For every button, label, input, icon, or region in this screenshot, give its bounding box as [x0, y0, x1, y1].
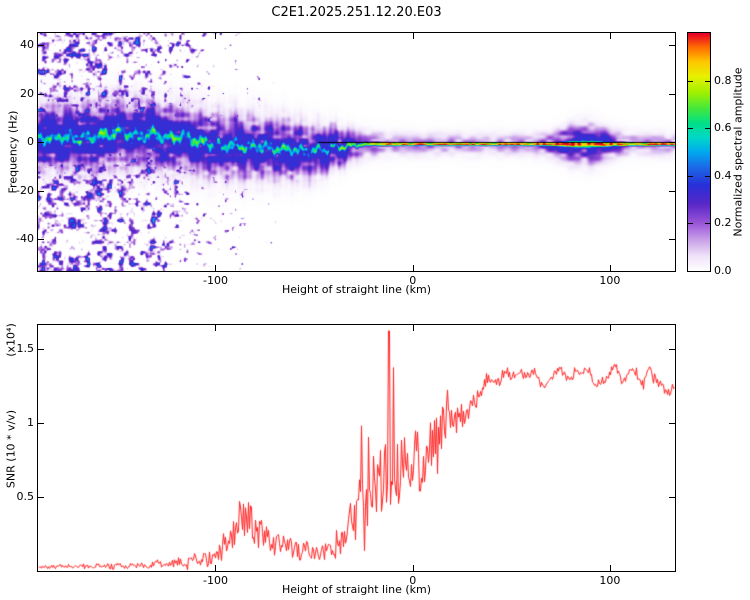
y-tick [38, 496, 44, 498]
colorbar-tick-label: 0.0 [714, 264, 732, 277]
y-tick [38, 348, 44, 350]
y-tick [38, 142, 44, 144]
colorbar-tick-mirror [688, 128, 693, 130]
x-tick [215, 565, 217, 571]
x-tick [412, 265, 414, 271]
colorbar-tick [705, 128, 710, 130]
x-tick-label: 0 [409, 574, 417, 587]
x-tick [412, 565, 414, 571]
y-tick-mirror [669, 422, 675, 424]
y-tick-label: 20 [20, 86, 34, 100]
colorbar-tick [705, 175, 710, 177]
y-tick-mirror [669, 93, 675, 95]
colorbar-tick-mirror [688, 223, 693, 225]
x-tick [215, 265, 217, 271]
x-tick-label: 0 [409, 274, 417, 287]
colorbar-tick-label: 0.2 [714, 216, 732, 230]
y-tick [38, 422, 44, 424]
x-tick-label: 100 [599, 274, 621, 287]
x-tick-mirror [609, 33, 611, 39]
spectrogram-canvas [38, 33, 675, 271]
colorbar [687, 32, 711, 272]
colorbar-tick-mirror [688, 80, 693, 82]
y-tick-mirror [669, 496, 675, 498]
spectrogram-xlabel: Height of straight line (km) [281, 283, 432, 296]
y-tick-mirror [669, 142, 675, 144]
snr-panel [37, 324, 676, 572]
y-tick-label: -40 [16, 232, 34, 246]
snr-xlabel: Height of straight line (km) [281, 583, 432, 596]
x-tick-label: 100 [599, 574, 621, 587]
y-tick-mirror [669, 45, 675, 47]
x-tick [609, 565, 611, 571]
x-tick-label: -100 [203, 574, 228, 587]
x-tick-mirror [609, 325, 611, 331]
spectrogram-panel [37, 32, 676, 272]
colorbar-canvas [688, 33, 710, 271]
colorbar-tick [705, 271, 710, 272]
y-tick-label: 1 [27, 415, 34, 429]
figure-title: C2E1.2025.251.12.20.E03 [271, 5, 442, 20]
y-tick [38, 239, 44, 241]
y-tick-mirror [669, 348, 675, 350]
y-tick-label: 0 [27, 135, 34, 149]
y-tick-label: 0.5 [16, 489, 35, 503]
y-tick-mirror [669, 239, 675, 241]
spectrogram-ylabel: Frequency (Hz) [6, 110, 20, 194]
y-tick-label: -20 [16, 183, 34, 197]
colorbar-tick [705, 223, 710, 225]
colorbar-tick-mirror [688, 271, 693, 272]
colorbar-tick-label: 0.4 [714, 168, 732, 182]
x-tick-mirror [412, 325, 414, 331]
colorbar-tick-mirror [688, 175, 693, 177]
y-tick [38, 190, 44, 192]
y-tick [38, 45, 44, 47]
y-tick [38, 93, 44, 95]
x-tick-mirror [412, 33, 414, 39]
x-tick-mirror [215, 33, 217, 39]
colorbar-tick-label: 0.6 [714, 121, 732, 135]
x-tick-label: -100 [203, 274, 228, 287]
x-tick [609, 265, 611, 271]
x-tick-mirror [215, 325, 217, 331]
colorbar-tick [705, 80, 710, 82]
snr-canvas [38, 325, 675, 571]
y-tick-label: 40 [20, 38, 34, 52]
colorbar-tick-label: 0.8 [714, 73, 732, 87]
colorbar-label: Normalized spectral amplitude [731, 67, 745, 237]
y-tick-mirror [669, 190, 675, 192]
y-tick-label: 1.5 [16, 341, 35, 355]
